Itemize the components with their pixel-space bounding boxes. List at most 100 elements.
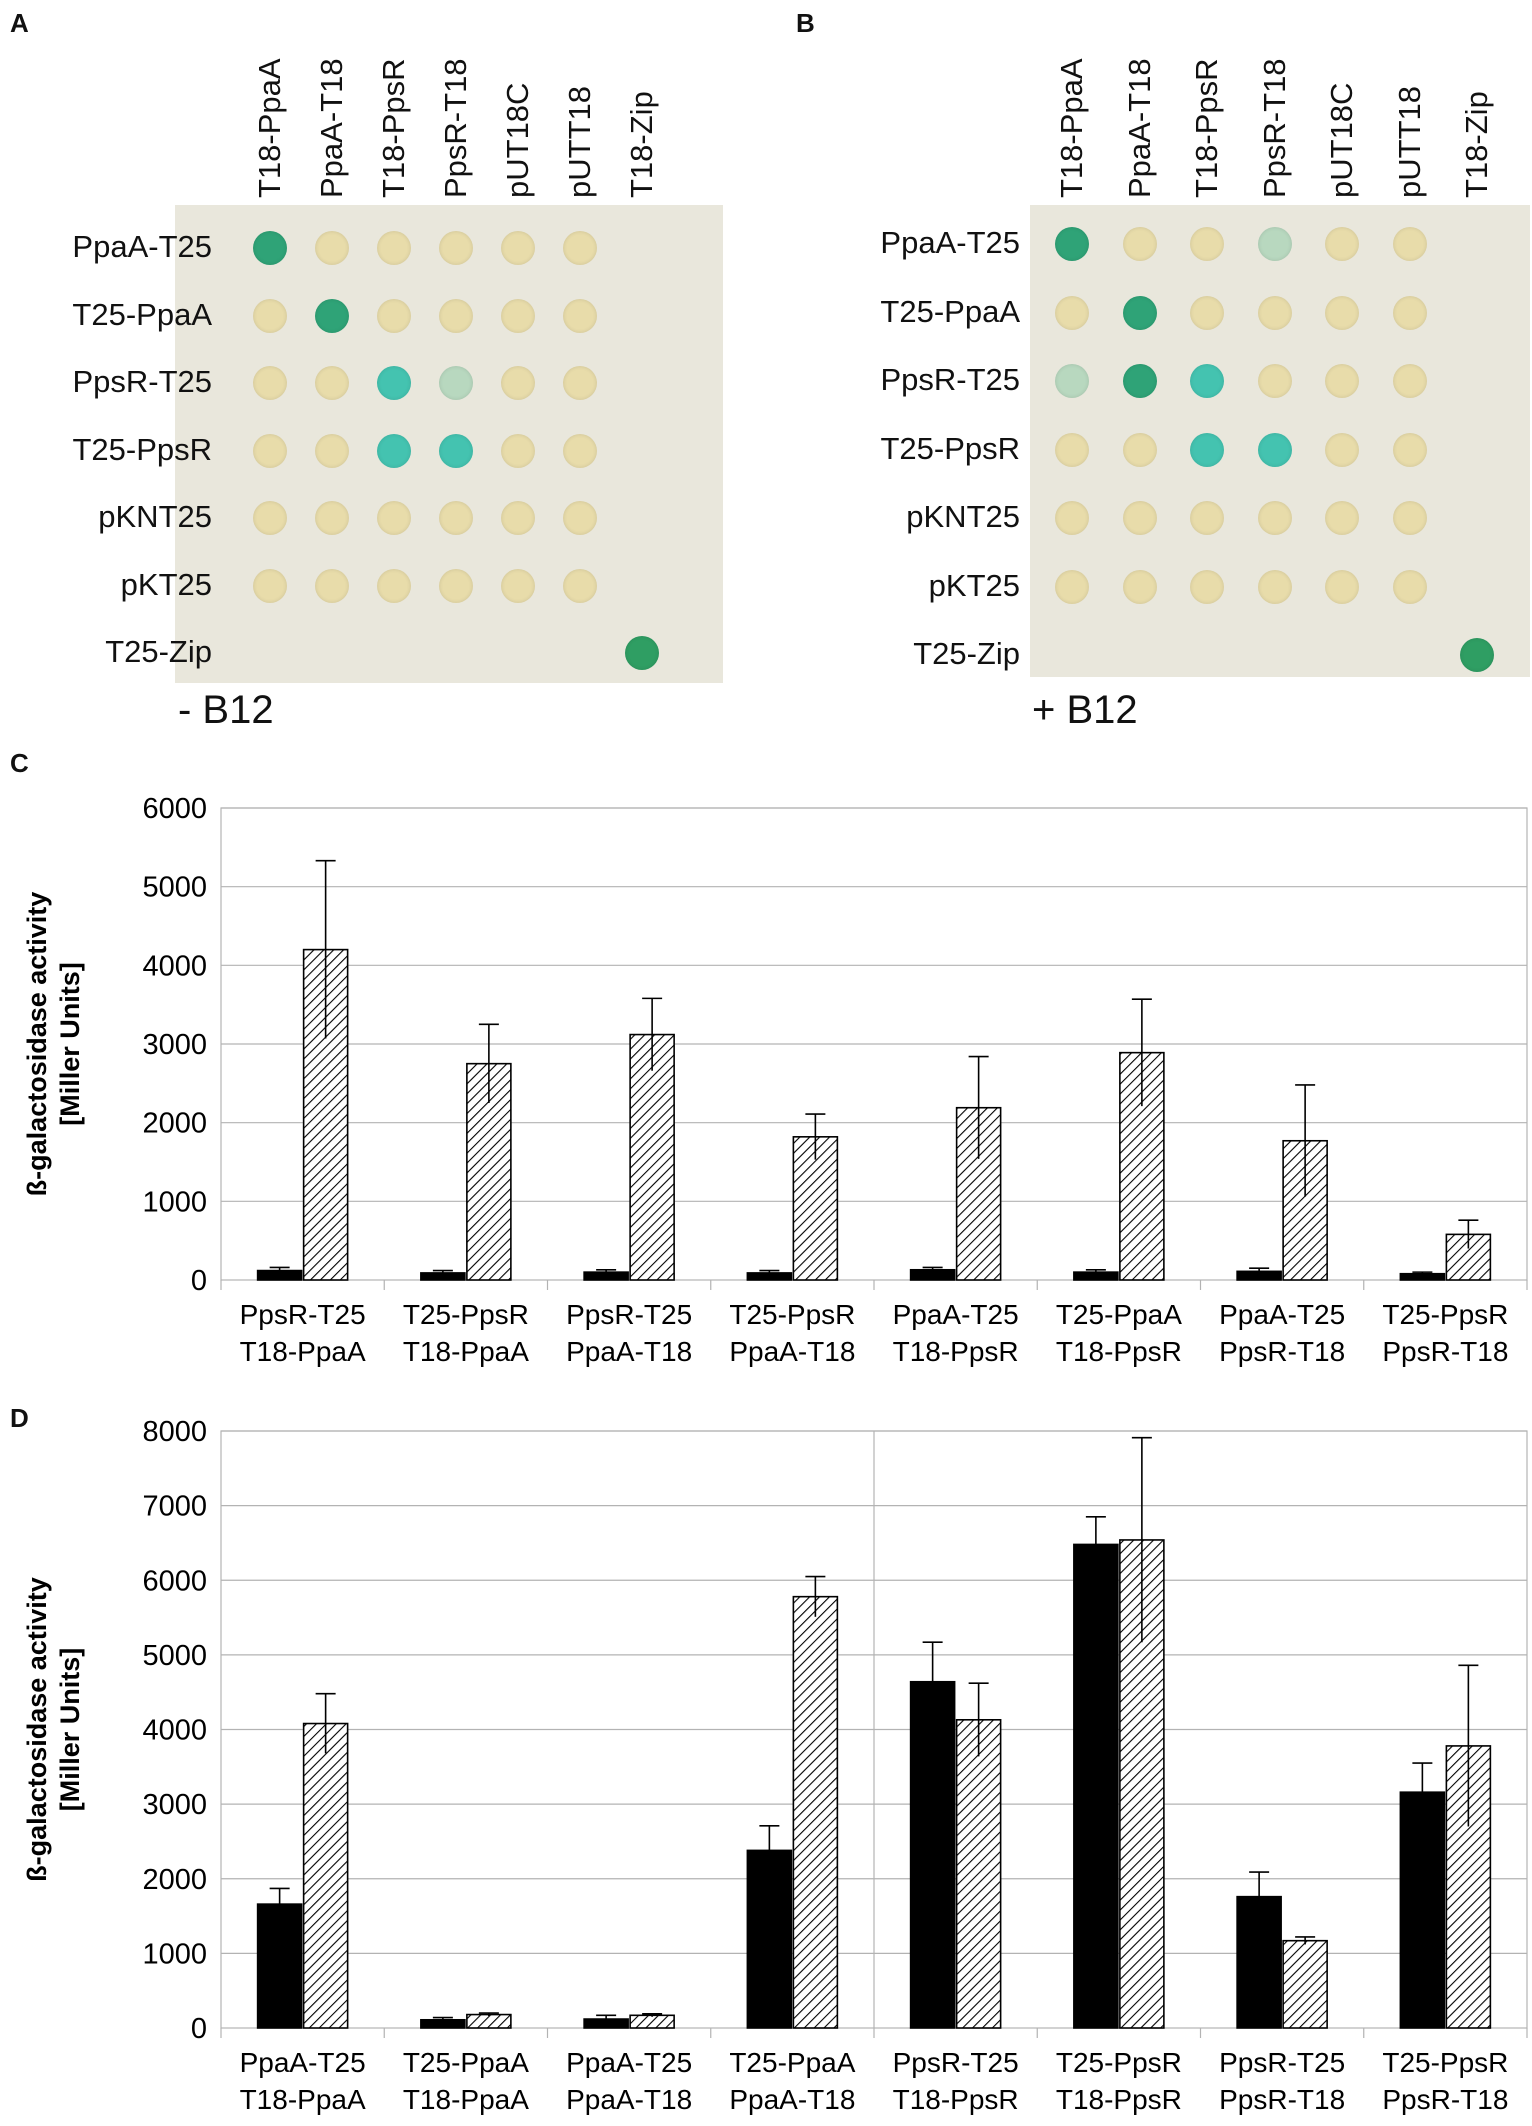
x-category-label: PpaA-T25	[893, 1299, 1019, 1330]
x-category-label: T25-PpsR	[1382, 1299, 1508, 1330]
panel-d-letter: D	[10, 1403, 29, 1433]
x-category-label: PpaA-T18	[729, 1336, 855, 1367]
x-category-label: PpaA-T18	[729, 2084, 855, 2115]
y-tick-label: 0	[191, 1265, 207, 1297]
row-label: T25-Zip	[105, 634, 212, 669]
colony-spot	[501, 298, 535, 333]
colony-spot	[1122, 364, 1157, 398]
colony-spot	[439, 298, 473, 333]
y-tick-label: 8000	[142, 1416, 207, 1448]
colony-spot	[1392, 295, 1427, 330]
x-category-label: T25-PpaA	[1056, 1299, 1182, 1330]
y-tick-label: 5000	[142, 872, 207, 904]
x-category-label: PpaA-T25	[566, 2047, 692, 2078]
x-category-label: T25-PpaA	[403, 2047, 529, 2078]
colony-spot	[1055, 227, 1089, 261]
colony-spot	[1190, 364, 1224, 398]
colony-spot	[1325, 432, 1359, 467]
condition-label: - B12	[178, 688, 274, 732]
colony-spot	[625, 636, 659, 670]
column-label: T18-Zip	[624, 91, 659, 198]
column-label: PpsR-T18	[438, 58, 473, 198]
colony-spot	[1055, 501, 1089, 535]
colony-spot	[377, 366, 411, 400]
bar-solid	[909, 1680, 956, 2029]
colony-spot	[253, 231, 287, 265]
colony-spot	[1122, 227, 1157, 261]
x-category-label: PpsR-T18	[1219, 2084, 1345, 2115]
colony-spot	[501, 568, 535, 603]
row-label: PpaA-T25	[72, 229, 212, 264]
chart-d: 0 1000 2000 3000 4000 5000 6000 7000 8000 ß-galac…	[22, 1416, 1528, 2115]
column-label: PpaA-T18	[1121, 58, 1157, 198]
bar-solid	[1399, 1791, 1446, 2029]
colony-spot	[1392, 432, 1427, 467]
colony-spot	[377, 501, 411, 535]
y-tick-label: 3000	[142, 1789, 207, 1821]
colony-spot	[1392, 227, 1427, 261]
row-label: T25-Zip	[913, 636, 1020, 671]
y-tick-label: 4000	[142, 950, 207, 982]
y-axis-label: [Miller Units]	[55, 962, 85, 1126]
colony-spot	[1055, 569, 1089, 604]
row-label: PpaA-T25	[880, 225, 1020, 260]
bar-solid	[256, 1903, 303, 2029]
x-category-label: PpaA-T18	[566, 2084, 692, 2115]
colony-spot	[1325, 501, 1359, 535]
y-tick-label: 3000	[142, 1029, 207, 1061]
row-label: pKT25	[928, 567, 1020, 603]
chart-c: 0 1000 2000 3000 4000 5000 6000 ß-galactosidase…	[22, 793, 1528, 1367]
y-tick-label: 1000	[142, 1186, 207, 1218]
colony-spot	[1257, 432, 1292, 467]
row-label: PpsR-T25	[880, 362, 1020, 397]
colony-spot	[1325, 295, 1359, 330]
colony-spot	[253, 433, 287, 468]
colony-spot	[1325, 227, 1359, 261]
colony-spot	[1190, 501, 1224, 535]
y-tick-label: 2000	[142, 1108, 207, 1140]
column-label: pUTT18	[1391, 86, 1427, 198]
colony-spot	[501, 501, 535, 535]
colony-spot	[1055, 432, 1089, 467]
colony-spot	[439, 231, 473, 265]
colony-spot	[1392, 364, 1427, 398]
x-category-label: T18-PpaA	[403, 2084, 529, 2115]
x-category-label: T18-PpaA	[240, 2084, 366, 2115]
column-label: PpsR-T18	[1256, 58, 1292, 198]
colony-spot	[439, 433, 473, 468]
y-tick-label: 0	[191, 2013, 207, 2045]
colony-spot	[501, 433, 535, 468]
colony-spot	[1460, 638, 1494, 672]
row-label: T25-PpsR	[72, 431, 212, 467]
y-tick-label: 1000	[142, 1938, 207, 1970]
colony-spot	[1325, 364, 1359, 398]
column-label: T18-PpsR	[376, 58, 411, 198]
bar-hatched	[629, 2014, 675, 2029]
colony-spot	[377, 568, 411, 603]
colony-spot	[253, 568, 287, 603]
colony-spot	[563, 366, 597, 400]
row-label: T25-PpaA	[880, 293, 1020, 329]
colony-spot	[1257, 501, 1292, 535]
x-category-label: T25-PpsR	[403, 1299, 529, 1330]
column-label: PpaA-T18	[314, 58, 349, 198]
x-category-label: PpsR-T25	[1219, 2047, 1345, 2078]
row-label: pKNT25	[98, 499, 212, 534]
colony-spot	[1190, 227, 1224, 261]
column-label: pUT18C	[500, 82, 535, 198]
colony-spot	[315, 366, 349, 400]
colony-spot	[439, 568, 473, 603]
colony-spot	[1122, 432, 1157, 467]
x-category-label: PpsR-T18	[1382, 2084, 1508, 2115]
colony-spot	[1257, 227, 1292, 261]
panel-b-letter: B	[796, 8, 815, 38]
bar-hatched	[1445, 1233, 1492, 1281]
column-label: pUTT18	[562, 86, 597, 198]
condition-label: + B12	[1032, 688, 1138, 732]
bar-hatched	[792, 1595, 839, 2029]
row-label: PpsR-T25	[72, 364, 212, 399]
colony-spot	[377, 231, 411, 265]
colony-spot	[253, 298, 287, 333]
colony-spot	[315, 501, 349, 535]
x-category-label: PpaA-T25	[1219, 1299, 1345, 1330]
